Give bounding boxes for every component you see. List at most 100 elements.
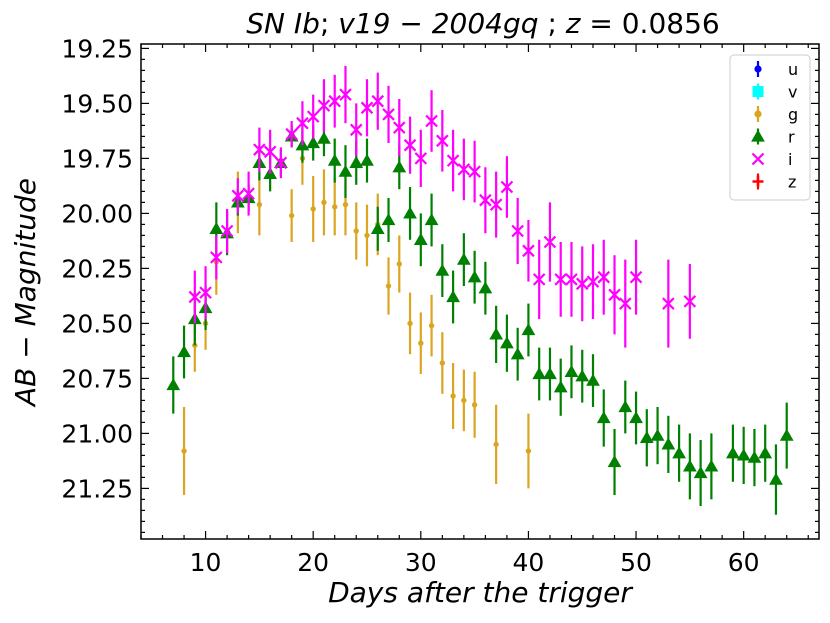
point-r: [349, 155, 364, 168]
point-g: [396, 261, 402, 267]
point-i: [468, 165, 481, 178]
title-part-b: ;: [320, 7, 338, 40]
point-r: [693, 466, 708, 479]
point-r: [758, 446, 773, 459]
legend-label-g: g: [788, 105, 798, 124]
point-r: [532, 367, 547, 380]
point-i: [253, 143, 266, 156]
point-g: [418, 340, 424, 346]
point-r: [500, 336, 514, 349]
point-r: [424, 213, 439, 226]
point-g: [471, 402, 478, 408]
point-g: [321, 199, 327, 206]
legend-marker-v: [752, 86, 764, 97]
point-g: [256, 201, 263, 208]
point-r: [456, 252, 471, 265]
y-tick-label: 20.75: [61, 364, 133, 393]
point-r: [510, 347, 525, 360]
point-r: [564, 364, 579, 377]
y-tick-label: 21.25: [61, 474, 133, 503]
point-r: [209, 221, 224, 234]
point-g: [342, 201, 349, 208]
legend-label-v: v: [788, 83, 797, 102]
point-i: [393, 121, 406, 134]
point-i: [371, 94, 385, 108]
point-r: [543, 367, 557, 380]
point-i: [489, 198, 503, 211]
point-r: [392, 160, 407, 173]
point-r: [575, 369, 590, 382]
point-r: [596, 411, 611, 424]
y-tick-label: 19.25: [61, 34, 133, 63]
legend-marker-r: [751, 129, 765, 142]
series-r: [166, 121, 794, 515]
y-tick-label: 21.00: [61, 419, 133, 448]
point-i: [403, 138, 417, 152]
point-i: [597, 270, 611, 284]
point-r: [166, 378, 181, 391]
point-r: [413, 232, 428, 245]
point-g: [525, 448, 532, 454]
point-g: [332, 204, 338, 210]
point-r: [672, 446, 686, 459]
point-i: [339, 88, 352, 101]
point-g: [385, 283, 392, 289]
x-tick-label: 50: [620, 548, 652, 577]
point-r: [521, 323, 536, 336]
title-part-e: z: [565, 7, 582, 40]
axes-layer: 10 20 30 40 50 60 19.25 19.50 19.75 20.00 20.25 20.…: [61, 34, 820, 577]
legend-marker-i: [751, 152, 765, 166]
point-r: [682, 459, 697, 472]
x-tick-label: 40: [513, 548, 545, 577]
point-r: [769, 472, 783, 485]
plot-layer: [166, 66, 794, 515]
plot-frame: [140, 43, 820, 540]
point-r: [306, 136, 321, 149]
point-r: [607, 455, 622, 468]
point-i: [565, 273, 578, 286]
point-i: [414, 152, 428, 165]
point-r: [704, 459, 719, 472]
point-r: [586, 373, 600, 386]
point-r: [381, 213, 396, 226]
point-i: [199, 286, 212, 299]
legend-box: [729, 54, 811, 201]
y-tick-label: 20.00: [61, 199, 133, 228]
point-r: [478, 281, 493, 294]
point-i: [575, 277, 589, 291]
point-i: [629, 270, 643, 284]
y-tick-label: 20.50: [61, 309, 133, 338]
title-part-f: = 0.0856: [580, 7, 719, 40]
legend-marker-g: [754, 110, 762, 118]
point-g: [493, 441, 499, 448]
legend-marker-z: [752, 176, 764, 187]
legend-label-u: u: [788, 60, 798, 79]
point-i: [328, 94, 341, 108]
point-r: [327, 153, 342, 166]
x-tick-label: 20: [297, 548, 329, 577]
point-r: [467, 270, 482, 283]
point-i: [263, 145, 277, 159]
point-g: [407, 320, 413, 327]
point-g: [310, 206, 316, 212]
point-r: [360, 153, 374, 166]
point-i: [360, 101, 374, 115]
point-i: [586, 275, 600, 288]
y-tick-label: 19.75: [61, 144, 133, 173]
y-axis-label: AB − Magnitude: [9, 178, 42, 408]
point-g: [428, 322, 435, 329]
point-i: [436, 134, 449, 148]
legend-label-i: i: [788, 150, 792, 169]
series-i: [188, 66, 697, 348]
point-g: [181, 448, 187, 454]
point-r: [177, 345, 191, 358]
title-part-a: SN Ib: [246, 7, 320, 40]
x-tick-label: 30: [405, 548, 437, 577]
point-i: [231, 189, 245, 203]
point-i: [543, 235, 557, 249]
point-i: [210, 251, 223, 264]
point-r: [629, 411, 643, 424]
point-r: [370, 221, 385, 234]
